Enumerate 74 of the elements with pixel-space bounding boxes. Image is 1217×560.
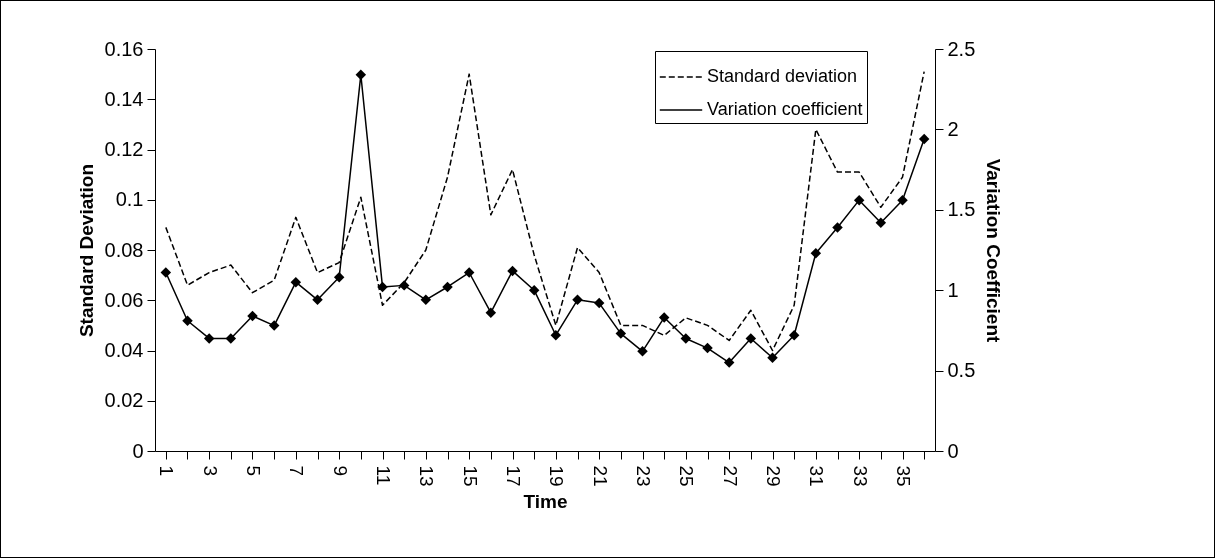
point [810,247,822,259]
point [702,342,713,354]
point [853,194,865,206]
x-tick-label: 7 [286,465,308,477]
point [745,333,757,344]
x-tick-label: 13 [416,465,438,487]
y-tick-label: 0.12 [104,138,144,160]
x-tick-label: 11 [373,465,394,486]
point [333,272,345,283]
point [225,333,237,344]
x-tick-label: 5 [243,465,264,477]
point [442,281,453,293]
point [680,333,692,344]
point [355,69,367,80]
point [182,315,193,326]
point [398,280,410,291]
x-tick-label: 15 [459,465,481,487]
y-tick-label: 0.06 [104,288,144,311]
point [918,133,930,145]
point [485,307,497,318]
point [767,352,778,363]
y2-tick-label: 0.5 [947,359,976,382]
y2-tick-label: 0 [947,439,959,462]
point [615,328,627,339]
y2-axis-title: Variation Coefficient [983,158,1005,344]
point [290,276,302,288]
point [637,346,648,357]
x-tick-label: 17 [503,465,524,487]
point [875,217,887,228]
point [160,267,172,278]
point [203,333,215,344]
y-tick-label: 0 [132,439,144,462]
point [463,267,475,278]
point [268,320,280,331]
y-tick-label: 0.1 [115,188,144,211]
point [658,312,670,323]
legend-label: Standard deviation [707,66,858,86]
y2-tick-label: 2 [947,117,959,140]
y-tick-label: 0.16 [104,37,144,60]
point [377,281,388,293]
point [420,294,432,306]
point [788,329,800,341]
x-tick-label: 35 [893,465,914,487]
point [723,357,735,368]
x-tick-label: 3 [199,465,221,477]
y2-tick-label: 1 [947,278,959,301]
x-tick-label: 29 [763,465,784,487]
x-tick-label: 21 [589,465,611,487]
x-tick-label: 33 [849,465,871,487]
x-tick-label: 31 [806,465,828,487]
y2-tick-label: 2.5 [947,37,976,60]
y-axis-title: Standard Deviation [75,163,97,338]
point [507,265,518,277]
point [572,294,583,306]
legend-label: Variation coefficient [707,99,863,119]
point [247,310,258,322]
x-tick-label: 19 [546,465,568,487]
x-tick-label: 1 [156,465,178,477]
point [312,294,323,306]
x-axis-title: Time [523,490,568,512]
point [832,222,843,233]
x-tick-label: 27 [719,465,741,487]
point [897,194,908,206]
y-tick-label: 0.08 [104,238,144,261]
y2-tick-label: 1.5 [947,198,976,221]
x-tick-label: 23 [633,465,654,487]
point [593,297,605,309]
point [528,284,540,296]
point [550,329,562,341]
y-tick-label: 0.14 [104,87,144,110]
y-tick-label: 0.02 [104,389,144,412]
y-tick-label: 0.04 [104,339,144,361]
x-tick-label: 25 [676,465,698,487]
x-tick-label: 9 [329,465,351,477]
